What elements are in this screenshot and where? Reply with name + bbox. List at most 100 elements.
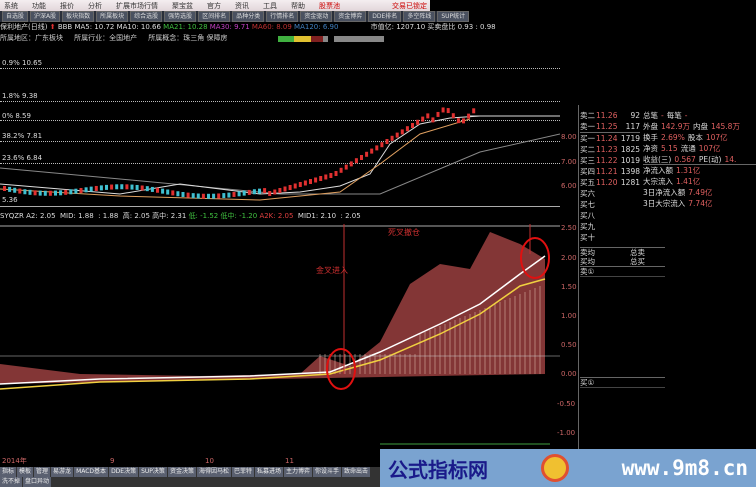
order-label: 买五 (580, 178, 595, 187)
order-vol: 1019 (620, 156, 640, 165)
toolbar-tab[interactable]: 资金博弈 (334, 11, 367, 22)
indicator-tab[interactable]: 易游龙 (51, 467, 74, 477)
order-row[interactable]: 买五 11.20 1281 (580, 177, 640, 188)
order-price (596, 188, 618, 199)
candle (247, 189, 251, 195)
price-chart[interactable] (0, 44, 560, 207)
toolbar-tab[interactable]: SUP统计 (437, 11, 470, 22)
indicator-plot[interactable] (0, 224, 560, 450)
toolbar-tab[interactable]: 资金驱动 (300, 11, 333, 22)
order-label: 买二 (580, 145, 595, 154)
toolbar-tab[interactable]: 强势选股 (164, 11, 197, 22)
candle (59, 190, 63, 196)
order-row[interactable]: 买十 (580, 232, 640, 243)
indicator-tab[interactable]: 海得因马松 (196, 467, 231, 477)
candle (431, 117, 435, 123)
indicator-tab[interactable]: 巴菲特 (231, 467, 254, 477)
menu-function[interactable]: 功能 (32, 1, 46, 10)
indicator-tab[interactable]: DDE决策 (109, 467, 139, 477)
indicator-tab[interactable]: 致命出击 (342, 467, 371, 477)
candle (18, 188, 22, 194)
candle (69, 189, 73, 195)
order-row[interactable]: 卖二 11.26 92 (580, 110, 640, 121)
candle (441, 107, 445, 113)
order-row[interactable]: 买六 (580, 188, 640, 199)
menu-quote[interactable]: 报价 (60, 1, 74, 10)
toolbar-tab[interactable]: 综合选股 (130, 11, 163, 22)
indicator-highmid: 高中: 2.31 (152, 212, 187, 220)
toolbar-tab[interactable]: DDE排名 (368, 11, 402, 22)
menu-tools[interactable]: 工具 (263, 1, 277, 10)
sell-queue[interactable]: 卖① (580, 266, 665, 277)
toolbar-tab[interactable]: 品种分类 (232, 11, 265, 22)
order-price: 11.23 (596, 145, 618, 154)
candle (125, 184, 129, 190)
order-vol: 117 (625, 122, 640, 131)
candlestick-plot (0, 107, 560, 201)
indicator-tab[interactable]: 你设斗手 (313, 467, 342, 477)
toolbar-tab[interactable]: 行情排名 (266, 11, 299, 22)
indicator-lowmid: 低中: -1.20 (220, 212, 258, 220)
candle (309, 179, 312, 184)
indicator-a2: A2: 2.05 (26, 212, 56, 220)
fib-line (0, 141, 560, 142)
order-row[interactable]: 卖一 11.25 117 (580, 121, 640, 132)
toolbar-tab[interactable]: 板块指数 (62, 11, 95, 22)
indicator-tab[interactable]: 洗不掉 (0, 477, 23, 487)
menu-help[interactable]: 帮助 (291, 1, 305, 10)
indicator-tab[interactable]: 私募进场 (254, 467, 283, 477)
toolbar-tab[interactable]: 区间排名 (198, 11, 231, 22)
menu-system[interactable]: 系统 (4, 1, 18, 10)
fib-label: 0% 8.59 (2, 112, 31, 120)
toolbar-tab[interactable]: 自选股 (2, 11, 29, 22)
toolbar-tab[interactable]: 多空阵线 (403, 11, 436, 22)
order-row[interactable]: 买八 (580, 210, 640, 221)
menu-ext-market[interactable]: 扩展市场行情 (116, 1, 158, 10)
stat-cell: 大宗流入 (643, 177, 673, 186)
indicator-tab[interactable]: 管理 (34, 467, 51, 477)
stat-cell: 107亿 (705, 133, 728, 142)
stat-row: 3日净流入额 7.49亿 (643, 187, 756, 198)
ma-values: BBB MA5: 10.72 MA10: 10.66 (57, 23, 161, 31)
order-row[interactable]: 买二 11.23 1825 (580, 144, 640, 155)
indicator-tab[interactable]: SUP决策 (139, 467, 167, 477)
indicator-name[interactable]: SYQZR (0, 212, 24, 220)
fib-label: 1.8% 9.38 (2, 92, 38, 100)
menu-official[interactable]: 官方 (207, 1, 221, 10)
menu-jubaopen[interactable]: 聚宝盆 (172, 1, 193, 10)
indicator-tab[interactable]: 主力博弈 (284, 467, 313, 477)
indicator-tab[interactable]: MACD基本 (74, 467, 109, 477)
order-label: 买三 (580, 156, 595, 165)
fib-label: 0.9% 10.65 (2, 59, 43, 67)
candle (94, 185, 98, 191)
toolbar-tab[interactable]: 沪深A股 (30, 11, 61, 22)
trade-lock-status[interactable]: 交易已锁定 (392, 2, 427, 10)
candle (288, 185, 292, 190)
candle (13, 187, 17, 193)
candle (298, 182, 302, 187)
order-vol: 1719 (620, 134, 640, 143)
ma-line-short (0, 115, 481, 195)
order-row[interactable]: 买四 11.21 1398 (580, 166, 640, 177)
candle (3, 186, 6, 191)
order-row[interactable]: 买九 (580, 221, 640, 232)
indicator-tab[interactable]: 模板 (17, 467, 34, 477)
toolbar-tab[interactable]: 所属板块 (96, 11, 129, 22)
candle (237, 191, 241, 197)
order-row[interactable]: 买三 11.22 1019 (580, 155, 640, 166)
buy-queue[interactable]: 买① (580, 377, 665, 388)
lower-axis-label: 1.00 (561, 312, 577, 320)
stat-cell: 换手 (643, 133, 658, 142)
indicator-tab[interactable]: 指标 (0, 467, 17, 477)
golden-cross-annotation: 金叉进入 (316, 266, 348, 275)
order-vol (618, 210, 640, 221)
order-row[interactable]: 买七 (580, 199, 640, 210)
order-row[interactable]: 买一 11.24 1719 (580, 133, 640, 144)
menu-stock-pool[interactable]: 股票池 (319, 1, 340, 10)
menu-analysis[interactable]: 分析 (88, 1, 102, 10)
order-label: 买四 (580, 167, 595, 176)
indicator-tab[interactable]: 盘口异动 (23, 477, 52, 487)
menu-news[interactable]: 资讯 (235, 1, 249, 10)
indicator-tab[interactable]: 资金决策 (167, 467, 196, 477)
region-area: 所属地区：广东板块 (0, 34, 63, 42)
